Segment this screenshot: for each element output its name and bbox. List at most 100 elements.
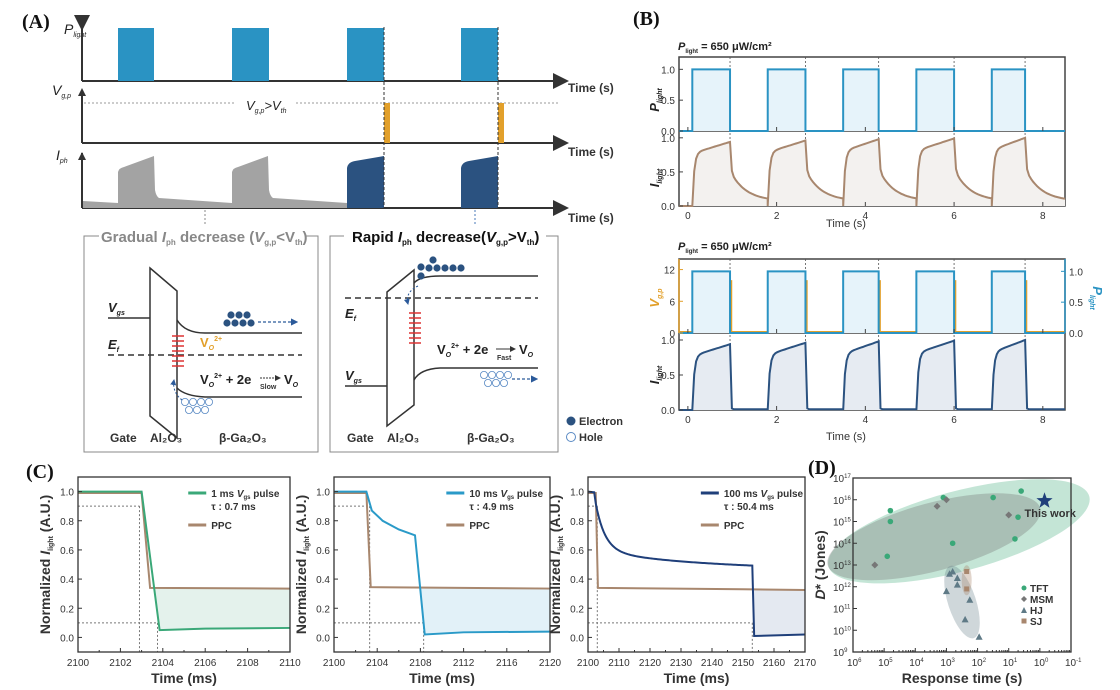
a-iph-label: Iph (56, 147, 68, 165)
x-tick-label: 2112 (453, 658, 475, 669)
this-work-label: This work (1025, 508, 1077, 520)
a-vgp-pulse (384, 103, 390, 143)
y-axis-label-part: Normalized (547, 555, 563, 634)
hj-point (953, 581, 961, 588)
y-axis-label-part: light (48, 535, 55, 550)
ilight-line (679, 338, 1065, 411)
tft-point (990, 494, 996, 501)
c1-chart: 2100 2102 2104 2106 2108 2110 0.0 0.2 0.4 0.6 0.8 1… (37, 476, 301, 686)
plight-line (679, 68, 1065, 132)
trap-states (172, 335, 184, 367)
tick-base: 10 (833, 605, 845, 616)
tft-point (887, 518, 894, 525)
a-iph-gradual (83, 156, 347, 208)
y-tick-label: 0.8 (316, 517, 330, 528)
y-axis-label-part: Normalized (37, 555, 53, 634)
b-bottom-ylabel-ilight: Ilight (647, 365, 664, 384)
plight-fill (916, 271, 955, 333)
y-tick-label-right: 0.0 (1069, 329, 1083, 340)
tick-exp: 10 (844, 626, 851, 632)
x-tick-label: 2100 (577, 658, 600, 669)
tick-base: 10 (1034, 658, 1046, 669)
legend-part: gs (507, 495, 515, 501)
y-tick-label: 0.2 (570, 604, 584, 615)
x-axis-label: Time (ms) (409, 670, 475, 686)
panel-a-label: (A) (22, 11, 50, 33)
box-gradual-product: VO (284, 372, 299, 389)
y-tick-label: 0.6 (316, 546, 330, 557)
x-tick-label: 6 (951, 415, 957, 426)
y-tick-label: 0.0 (60, 633, 74, 644)
x-tick-label: 103 (940, 658, 955, 669)
y-tick-label: 0.0 (661, 127, 675, 138)
a-plight-label: Plight (64, 21, 87, 39)
tick-base: 10 (972, 658, 984, 669)
tft-point (884, 553, 891, 560)
x-tick-label: 8 (1040, 415, 1046, 426)
trap-states (409, 312, 421, 344)
x-tick-label: 2108 (236, 658, 259, 669)
tick-exp: 0 (1045, 658, 1049, 664)
tft-point (949, 540, 956, 547)
vgp-pulse (1025, 280, 1028, 333)
y-tick-label: 0.5 (661, 168, 675, 179)
tft-point (1015, 514, 1021, 520)
y-axis-label-part: D (812, 590, 828, 600)
tick-exp: -1 (1076, 658, 1082, 664)
hj-point (949, 568, 957, 575)
x-tick-label: 2 (774, 211, 780, 222)
panel-d-label: (D) (808, 457, 836, 479)
b-bottom-chart: 0 2 4 6 8 0 6 12 0.0 0.5 1.0 0.0 0.5 1.0 (661, 258, 1083, 426)
msm-point (1005, 511, 1013, 519)
tick-base: 10 (833, 583, 845, 594)
x-tick-label: 2150 (732, 658, 755, 669)
sj-point (964, 569, 970, 575)
tick-base: 10 (833, 496, 845, 507)
panel-c-label: (C) (26, 461, 54, 483)
box-rapid-ef: Ef (345, 306, 357, 323)
x-tick-label: 104 (909, 658, 924, 669)
y-tick-label: 1011 (833, 605, 851, 616)
y-axis-label: Normalized Ilight (A.U.) (37, 495, 55, 634)
x-tick-label: 2170 (794, 658, 817, 669)
electron-icon (566, 416, 576, 426)
vgp-pulse (954, 280, 957, 333)
ppc-gap-fill (597, 587, 805, 636)
pulse-line (587, 490, 806, 637)
box-rapid-reaction: VO2+ + 2e (437, 342, 488, 359)
y-tick-label: 1.0 (661, 65, 675, 76)
x-tick-label: 2108 (409, 658, 432, 669)
box-gradual-slow: Slow (260, 384, 277, 391)
ilight-line (679, 136, 1066, 207)
box-gradual-title: Gradual Iph decrease (Vg,p<Vth) (101, 229, 308, 247)
holes (180, 397, 213, 414)
a-time-label-1: Time (s) (568, 81, 614, 95)
y-tick-label: 1.0 (60, 488, 74, 499)
this-work-star (1036, 492, 1053, 508)
a-vgp-pulse (498, 103, 504, 143)
y-tick-label: 1012 (833, 583, 851, 594)
y-axis-label-part: I (547, 550, 563, 555)
y-tick-label: 0.0 (316, 633, 330, 644)
x-axis-label: Time (ms) (664, 670, 730, 686)
box-rapid-fast: Fast (497, 355, 512, 362)
panel-b-label: (B) (633, 8, 660, 30)
tick-base: 10 (909, 658, 921, 669)
legend-hole: Hole (579, 432, 603, 444)
y-tick-label: 0.0 (570, 633, 584, 644)
legend-label: PPC (469, 521, 490, 532)
plight-fill (692, 271, 731, 333)
y-tick-label: 1014 (833, 539, 851, 550)
a-time-label-2: Time (s) (568, 145, 614, 159)
box-gradual-vgs: Vgs (108, 300, 125, 317)
y-tick-label: 1017 (833, 474, 851, 485)
y-tick-label: 0.4 (570, 575, 584, 586)
hj-point (961, 615, 969, 623)
tick-base: 10 (1065, 658, 1077, 669)
y-tick-label: 1.0 (316, 488, 330, 499)
c3-chart: 2100 2110 2120 2130 2140 2150 2160 2170 0.0 0.2 0.… (547, 476, 817, 686)
x-tick-label: 0 (685, 415, 691, 426)
y-tick-label: 0.2 (316, 604, 330, 615)
ilight-fill (679, 340, 1065, 410)
